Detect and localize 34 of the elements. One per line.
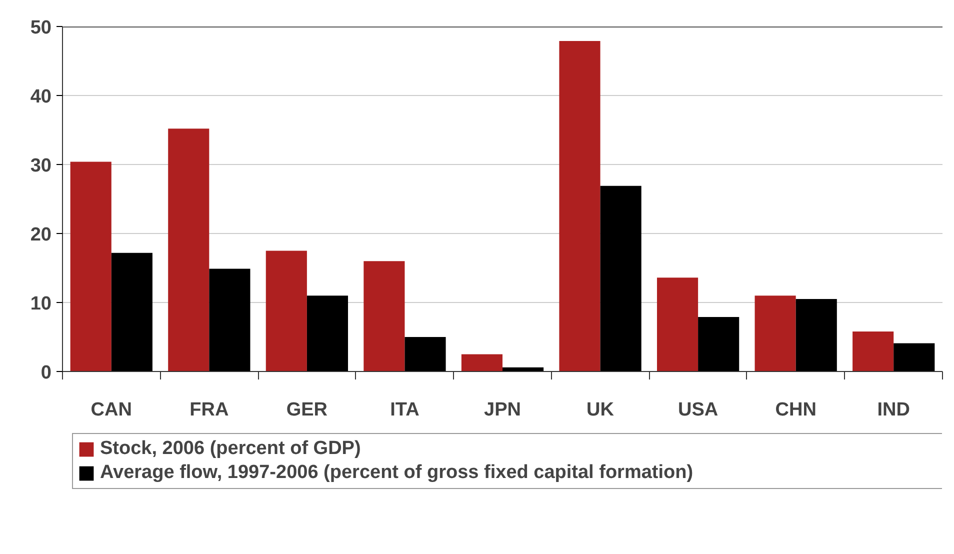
y-tick-label: 20 bbox=[30, 224, 52, 246]
legend-label: Average flow, 1997-2006 (percent of gross fixed capital formation) bbox=[100, 462, 694, 484]
bar bbox=[559, 40, 600, 372]
bar bbox=[168, 128, 210, 372]
bar bbox=[266, 250, 307, 372]
x-tick-label: GER bbox=[286, 400, 328, 420]
x-tick-label: JPN bbox=[484, 400, 521, 420]
bar bbox=[852, 331, 894, 372]
x-tick-label: CHN bbox=[775, 400, 816, 420]
bar bbox=[656, 278, 698, 372]
bar bbox=[306, 296, 348, 372]
x-tick-label: CAN bbox=[90, 400, 132, 420]
bar bbox=[404, 337, 446, 372]
bar bbox=[796, 299, 837, 372]
x-tick-label: ITA bbox=[390, 400, 420, 420]
x-tick-label: IND bbox=[877, 400, 910, 420]
x-tick-label: UK bbox=[586, 400, 614, 420]
legend-label: Stock, 2006 (percent of GDP) bbox=[100, 438, 362, 460]
y-tick-label: 0 bbox=[40, 362, 52, 384]
bar bbox=[364, 261, 405, 372]
bar bbox=[461, 354, 502, 372]
y-tick-label: 50 bbox=[30, 18, 52, 38]
y-tick-label: 40 bbox=[30, 86, 52, 108]
bar bbox=[894, 343, 935, 372]
bar bbox=[698, 316, 740, 372]
x-tick-label: FRA bbox=[190, 400, 229, 420]
bar bbox=[600, 186, 642, 372]
x-tick-label: USA bbox=[678, 400, 718, 420]
bar bbox=[209, 268, 250, 372]
bar bbox=[111, 252, 152, 372]
y-tick-label: 10 bbox=[30, 294, 52, 314]
bar bbox=[754, 296, 796, 372]
y-tick-label: 30 bbox=[30, 156, 52, 176]
bar bbox=[70, 162, 112, 372]
